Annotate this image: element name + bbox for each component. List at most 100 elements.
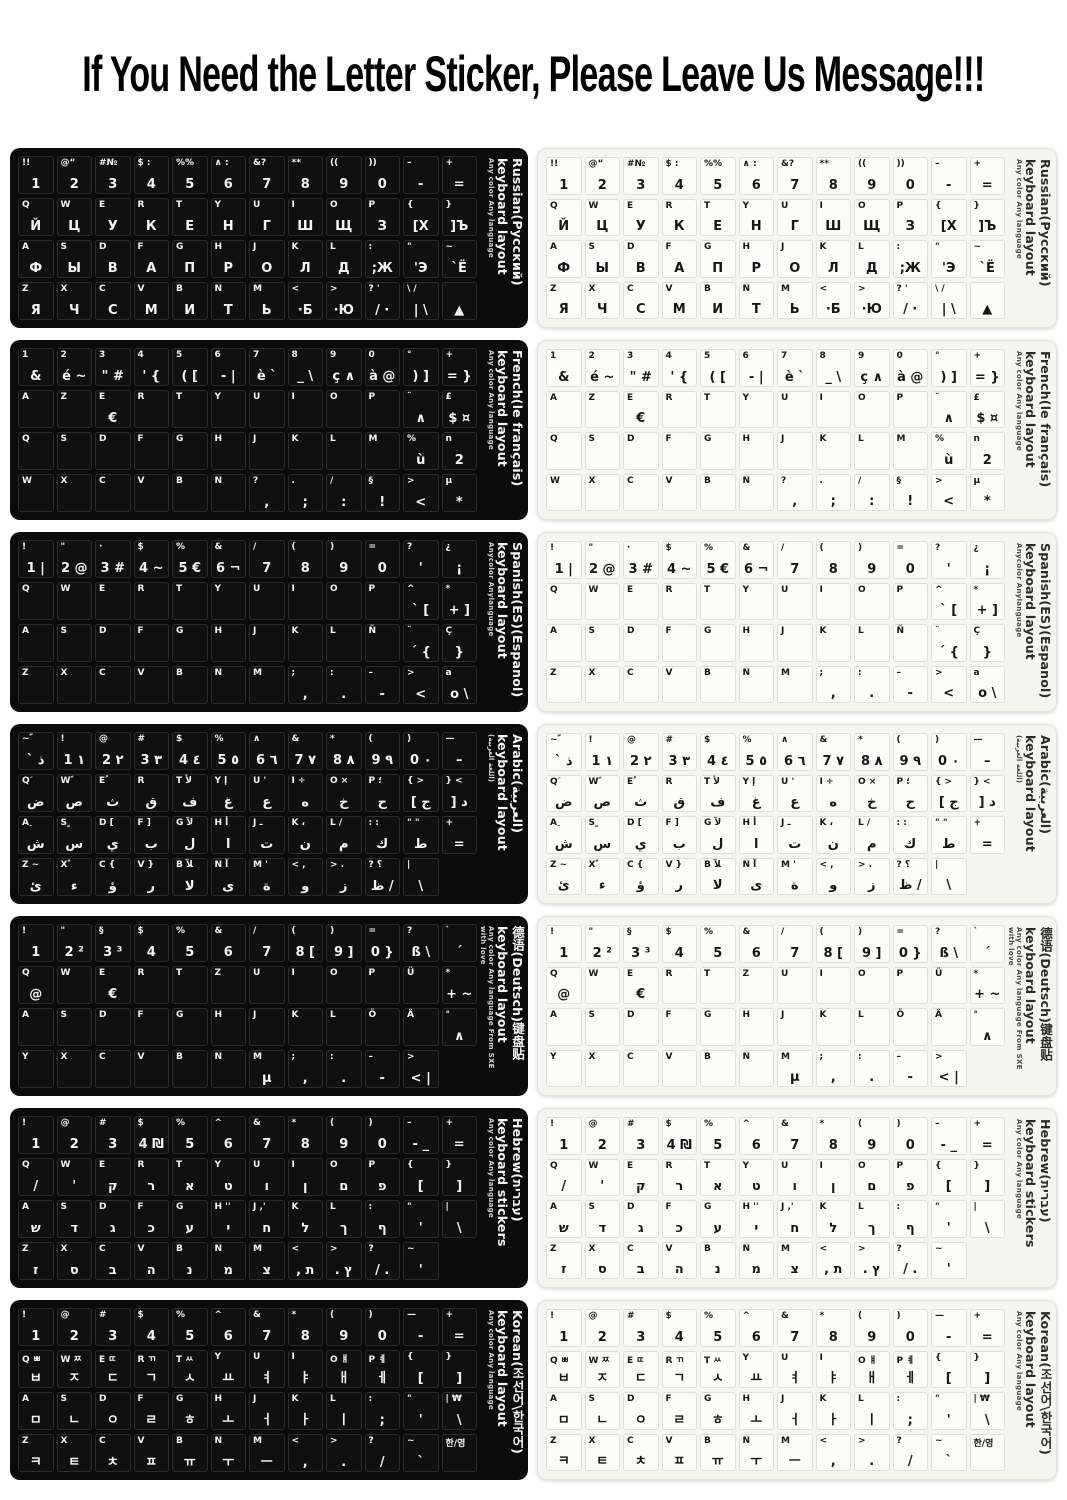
keycap-main-label: ] — [456, 1179, 463, 1194]
keycap: – - — [403, 156, 439, 194]
french-keys-white: 1 & 2 é ~3 " #4 ' {5( [6- | 7 è ` 8 _ \ 9 ç ∧ 0 à @ °)… — [546, 349, 1005, 511]
keycap-main-label: Щ — [335, 219, 353, 234]
keycap-main-label: ט — [751, 1179, 761, 1194]
keycap-shift-label: Q ㅃ — [22, 1355, 42, 1365]
keycap-main-label: ´ { — [410, 645, 431, 660]
keycap: & 7 ٧ — [815, 733, 851, 771]
keycap-main-label: К — [673, 219, 685, 234]
keycap-main-label: מ — [751, 1262, 761, 1277]
keycap-main-label: . — [341, 1071, 347, 1086]
keycap-shift-label: N — [214, 476, 223, 486]
keycap: 3 " # — [623, 349, 659, 387]
keycap-shift-label: ) — [368, 1310, 373, 1320]
keycap-shift-label: A ِ — [550, 818, 561, 828]
keycap: H '' י — [210, 1200, 246, 1238]
keycap-shift-label: * — [973, 968, 979, 979]
keycap-main-label: ;Ж — [371, 261, 393, 276]
keycap: £ $ ¤ — [969, 390, 1005, 428]
keycap-main-label: 8 ٨ — [332, 753, 355, 768]
keycap-shift-label: I — [291, 392, 295, 402]
sheet-sub-label: Any color Any language — [1015, 351, 1023, 452]
keycap: E € — [95, 966, 131, 1004]
keycap: $4 ~ — [661, 541, 697, 579]
keycap-shift-label: C { — [627, 859, 644, 870]
russian-side-label: Russian(Русский) keyboard layout Any color… — [477, 156, 525, 320]
keycap: Z — [738, 966, 774, 1004]
keycap-shift-label: ( — [896, 735, 901, 745]
keycap-shift-label: – — [935, 159, 940, 169]
keycap-shift-label: S — [60, 626, 67, 636]
keycap-main-label: 9 — [867, 561, 877, 577]
arabic-sticker-sheet-white: ~ ّ ` ذ! 1 ١ @2 ٢ #3 ٣ $4 ٤% 5 ٥ ∧ 6 ٦ & 7 ٧ * 8 ٨(9… — [537, 724, 1057, 904]
keycap: F — [133, 432, 169, 470]
keycap: & 7 — [777, 1117, 813, 1155]
keycap-shift-label: @“ — [60, 158, 76, 168]
keycap: " 2 ² — [56, 924, 92, 962]
keycap: – - — [892, 665, 928, 703]
keycap-shift-label: E — [99, 968, 106, 978]
keycap-main-label: o \ — [978, 686, 997, 701]
keycap-main-label: , — [830, 686, 836, 701]
keycap-shift-label: { — [407, 200, 414, 210]
keycap-main-label: . — [341, 687, 347, 702]
hebrew-side-label: Hebrew(עברית) keyboard stickers Any color … — [1005, 1117, 1053, 1279]
keycap: B ﻶ لا — [700, 857, 736, 895]
keycap-main-label: 3 ٣ — [140, 753, 162, 768]
keycap: > .ز — [326, 858, 362, 896]
keycap-main-label: ㅐ — [865, 1371, 878, 1386]
keycap: I — [815, 582, 851, 620]
keycap: O × خ — [326, 774, 362, 812]
keycap-main-label: 8 — [300, 177, 310, 192]
german-sticker-sheet-white: ! 1 " 2 ² § 3 ³ $4% 5 & 6/7(8 [) 9 ] = 0 }? ß \ ` ´ Q @ W E… — [537, 916, 1057, 1096]
keycap-main-label: 1 — [559, 1137, 569, 1153]
keycap-main-label: ى — [222, 879, 235, 894]
keycap-main-label: М — [672, 302, 686, 317]
keycap: P — [364, 582, 400, 620]
keycap-main-label: ز — [340, 879, 348, 894]
keycap-shift-label: W — [588, 200, 599, 211]
german-key-row-2: Q @ W E € R T Z U I O P Ü * + ~ — [18, 966, 477, 1004]
keycap-shift-label: J — [781, 242, 785, 252]
keycap-main-label: ▲ — [454, 303, 465, 318]
keycap: E € — [95, 390, 131, 428]
keycap-shift-label: Z — [588, 392, 596, 403]
keycap: N — [738, 1049, 774, 1087]
keycap: : ;Ж — [364, 240, 400, 278]
keycap-main-label: А — [674, 260, 685, 276]
keycap-main-label: س — [593, 836, 612, 852]
keycap-main-label: ا — [226, 837, 231, 852]
keycap-main-label: 1 — [31, 177, 41, 192]
keycap-shift-label: % — [176, 926, 186, 936]
keycap-main-label: - — [418, 177, 424, 192]
keycap-main-label: ط — [413, 837, 428, 852]
keycap-main-label: Ь — [789, 302, 800, 317]
keycap: µ * — [969, 473, 1005, 511]
keycap: % 5 — [172, 924, 208, 962]
keycap-main-label: 2 — [597, 1329, 607, 1345]
keycap-main-label: < — [415, 495, 427, 510]
keycap-shift-label: } — [445, 1352, 452, 1362]
keycap: : :ك — [364, 816, 400, 854]
keycap: Ö — [364, 1008, 400, 1046]
keycap-main-label: 8 — [300, 561, 310, 576]
keycap-main-label: 8 — [828, 561, 838, 577]
sheet-type-label: keyboard layout — [1023, 1311, 1038, 1428]
keycap: % 5 — [172, 1308, 208, 1346]
keycap-main-label: 9 ٩ — [371, 753, 393, 768]
keycap-main-label: ר — [675, 1179, 684, 1194]
keycap: V — [661, 665, 697, 703]
keycap-shift-label: ~ — [407, 1244, 415, 1254]
keycap-shift-label: L — [330, 242, 336, 252]
keycap: D — [623, 432, 659, 470]
